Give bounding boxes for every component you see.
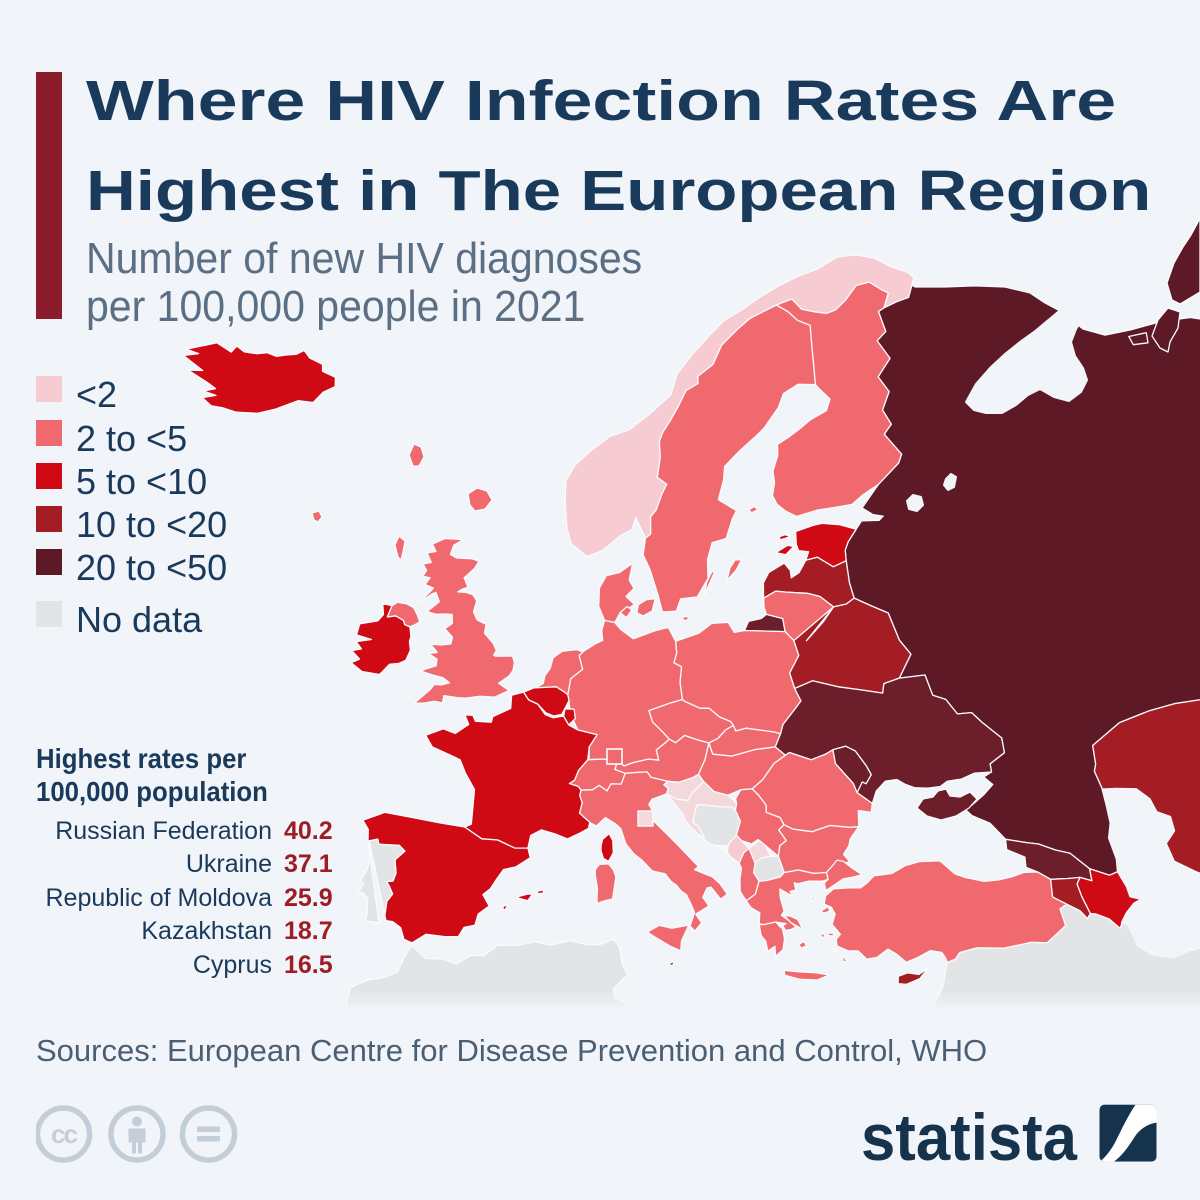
svg-text:statista: statista — [861, 1100, 1078, 1174]
svg-text:cc: cc — [51, 1119, 77, 1149]
